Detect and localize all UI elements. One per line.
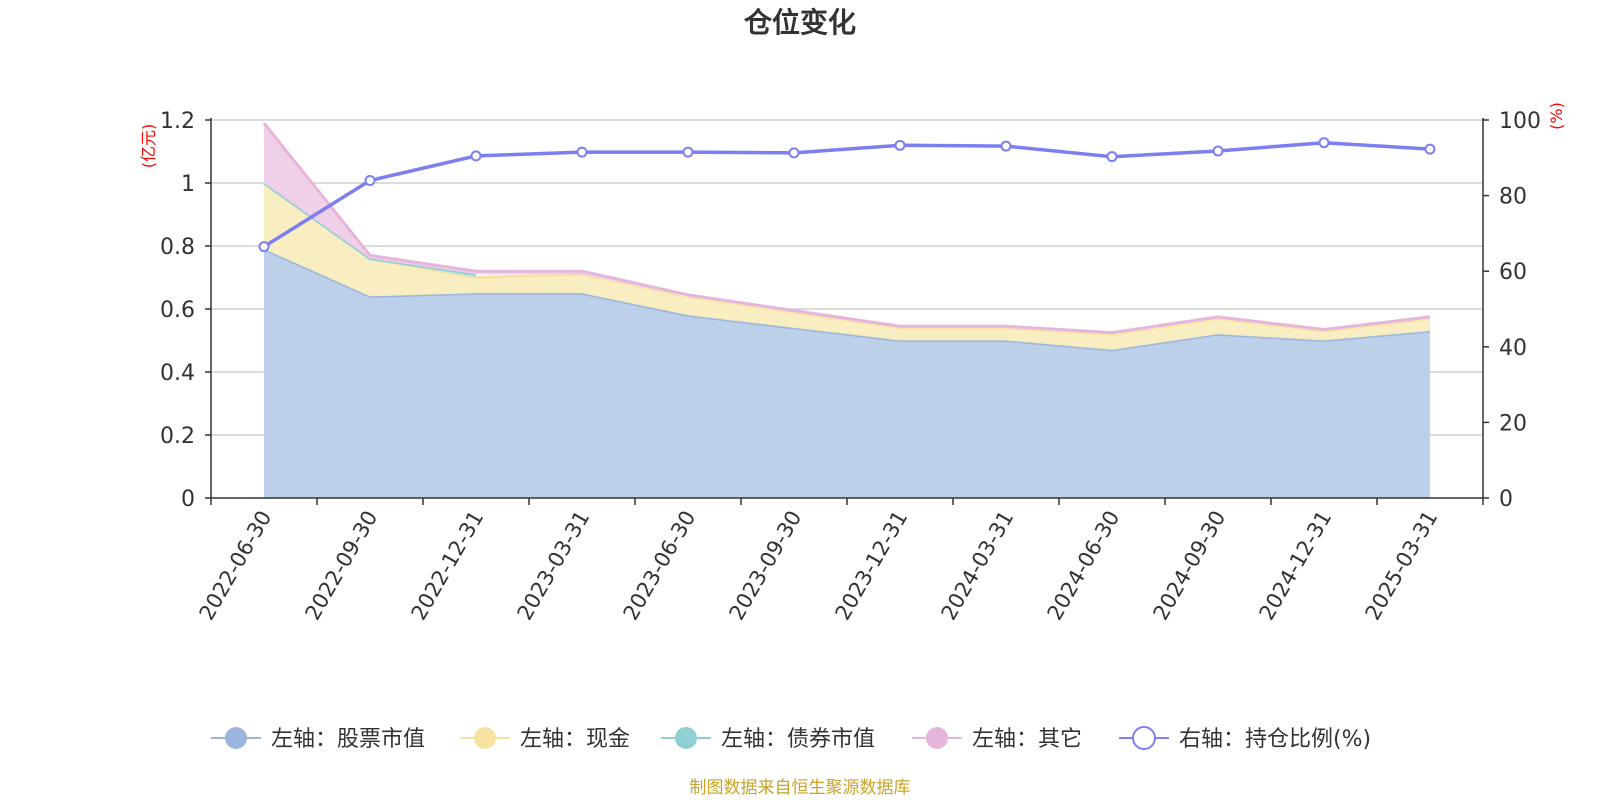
left-tick-label: 0.4 <box>160 361 195 386</box>
left-tick-label: 0.8 <box>160 235 195 260</box>
line-series <box>258 137 1436 253</box>
legend-marker <box>1132 726 1156 750</box>
right-tick-label: 80 <box>1499 185 1527 210</box>
legend-marker <box>225 727 247 749</box>
right-tick-label: 20 <box>1499 411 1527 436</box>
area-line-3 <box>262 122 1431 335</box>
holding-ratio-point <box>1106 151 1118 163</box>
right-tick-label: 0 <box>1499 487 1513 512</box>
legend-item: 左轴：其它 <box>912 727 1082 752</box>
holding-ratio-point <box>1000 140 1012 152</box>
legend-marker <box>474 727 496 749</box>
holding-ratio-point <box>894 139 906 151</box>
holding-ratio-point <box>1318 137 1330 149</box>
area-0 <box>264 249 1430 498</box>
left-tick-label: 0.6 <box>160 298 195 323</box>
x-tick-label: 2022-09-30 <box>301 507 383 625</box>
legend-item: 左轴：债券市值 <box>661 727 875 752</box>
legend: 左轴：股票市值 左轴：现金 左轴：债券市值 左轴：其它 右轴：持仓比例(%) <box>211 726 1371 752</box>
x-tick-label: 2024-09-30 <box>1149 507 1231 625</box>
holding-ratio-point <box>788 147 800 159</box>
legend-label: 左轴：债券市值 <box>721 727 875 752</box>
holding-ratio-point <box>258 241 270 253</box>
holding-ratio-point <box>682 146 694 158</box>
legend-label: 左轴：现金 <box>520 727 630 752</box>
legend-item: 左轴：股票市值 <box>211 727 425 752</box>
holding-ratio-point <box>470 150 482 162</box>
area-1 <box>264 183 1430 350</box>
left-tick-label: 1 <box>181 172 195 197</box>
holding-ratio-line <box>263 140 1431 249</box>
area-series <box>262 122 1431 498</box>
chart-title: 仓位变化 <box>744 6 856 39</box>
x-tick-label: 2023-09-30 <box>725 507 807 625</box>
legend-label: 左轴：股票市值 <box>271 727 425 752</box>
x-tick-label: 2023-06-30 <box>619 507 701 625</box>
x-tick-label: 2023-12-31 <box>831 507 913 625</box>
holding-ratio-point <box>576 146 588 158</box>
x-tick-label: 2025-03-31 <box>1361 507 1443 625</box>
legend-marker <box>926 727 948 749</box>
holding-ratio-point <box>1424 143 1436 155</box>
x-tick-label: 2024-12-31 <box>1255 507 1337 625</box>
x-tick-label: 2022-12-31 <box>407 507 489 625</box>
legend-marker <box>675 727 697 749</box>
legend-label: 左轴：其它 <box>972 727 1082 752</box>
x-tick-label: 2024-06-30 <box>1043 507 1125 625</box>
x-tick-label: 2022-06-30 <box>195 507 277 625</box>
right-axis-unit: (%) <box>1547 102 1566 130</box>
right-tick-label: 40 <box>1499 336 1527 361</box>
legend-item: 左轴：现金 <box>460 727 630 752</box>
legend-item: 右轴：持仓比例(%) <box>1119 726 1371 752</box>
source-note: 制图数据来自恒生聚源数据库 <box>690 778 911 798</box>
left-tick-label: 0 <box>181 487 195 512</box>
holding-ratio-point <box>1212 145 1224 157</box>
x-tick-label: 2023-03-31 <box>513 507 595 625</box>
right-tick-label: 100 <box>1499 109 1541 134</box>
x-tick-label: 2024-03-31 <box>937 507 1019 625</box>
holding-ratio-point <box>364 174 376 186</box>
left-tick-label: 1.2 <box>160 109 195 134</box>
left-tick-label: 0.2 <box>160 424 195 449</box>
right-tick-label: 60 <box>1499 260 1527 285</box>
legend-label: 右轴：持仓比例(%) <box>1179 727 1371 752</box>
left-axis-unit: (亿元) <box>139 124 158 169</box>
